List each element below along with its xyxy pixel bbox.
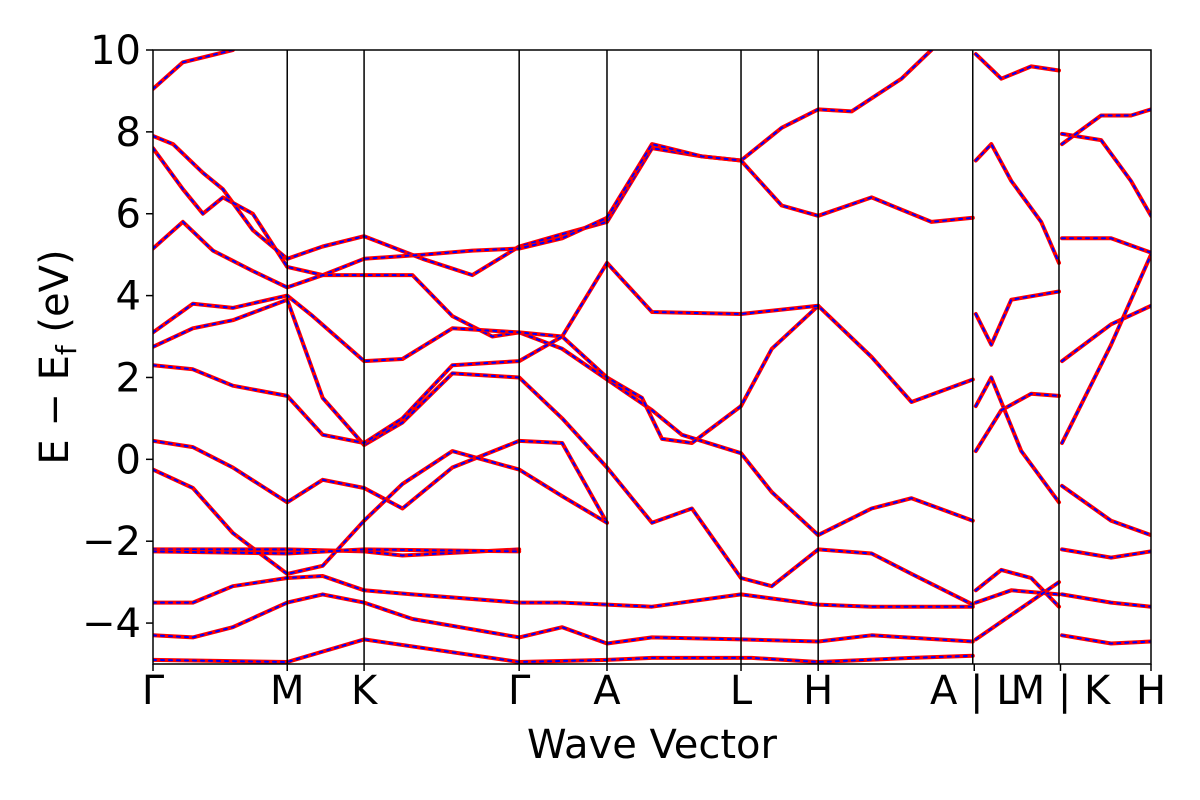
band-line-10-blue	[153, 548, 521, 555]
band-line-6-blue	[153, 261, 820, 444]
band-line-27-red	[1060, 483, 1151, 538]
x-tick-label: H	[1136, 668, 1166, 714]
band-line-28-red	[1060, 547, 1151, 560]
x-tick-label: Γ	[142, 668, 165, 714]
plot-frame	[152, 49, 1152, 665]
band-line-27-blue	[1061, 484, 1151, 537]
band-line-26-blue	[1061, 253, 1151, 444]
x-tick-label: K	[351, 668, 379, 714]
band-line-2-red	[153, 142, 975, 278]
band-line-11-blue	[153, 575, 974, 608]
y-tick-label: 2	[116, 355, 141, 401]
band-line-22-blue	[1061, 132, 1151, 217]
y-tick-label: −4	[82, 601, 141, 647]
y-tick-label: 6	[116, 192, 141, 238]
band-line-15-blue	[974, 143, 1060, 264]
band-line-23-red	[1060, 107, 1151, 147]
band-line-4-blue	[153, 294, 974, 444]
band-line-3-blue	[153, 220, 974, 537]
x-tick-label: H	[803, 668, 833, 714]
x-tick-label: A | L	[930, 668, 1019, 714]
band-line-29-red	[1060, 592, 1151, 609]
band-line-0-red	[153, 50, 235, 91]
band-line-25-blue	[1061, 304, 1151, 363]
band-line-0-blue	[153, 50, 234, 90]
y-tick-label: 10	[90, 28, 141, 74]
x-tick-label: M | K	[1011, 668, 1112, 714]
x-tick-label: Γ	[508, 668, 531, 714]
band-line-5-blue	[153, 298, 974, 606]
band-line-5-red	[153, 297, 975, 607]
y-tick-label: 0	[116, 437, 141, 483]
band-line-24-blue	[1061, 237, 1151, 254]
y-tick-label: −2	[82, 519, 141, 565]
y-axis-ticks: −4 −2 0 2 4 6 8 10	[82, 28, 153, 647]
band-line-17-blue	[974, 376, 1060, 504]
band-line-13-blue	[153, 638, 974, 663]
y-axis-label: E − Ef (eV)	[32, 249, 83, 464]
y-axis-label-unit: (eV)	[32, 249, 78, 345]
x-tick-label: L	[730, 668, 753, 714]
band-line-23-blue	[1061, 108, 1151, 146]
y-tick-label: 8	[116, 110, 141, 156]
y-axis-label-main: E − E	[32, 355, 78, 465]
x-tick-label: M	[270, 668, 305, 714]
band-line-13-red	[153, 637, 975, 664]
band-line-30-blue	[1061, 634, 1151, 645]
band-line-14-blue	[974, 53, 1060, 80]
bands-layer	[153, 50, 1151, 664]
band-line-8-red	[153, 449, 609, 576]
y-tick-label: 4	[116, 274, 141, 320]
x-axis-label: Wave Vector	[527, 722, 778, 768]
band-line-2-blue	[153, 143, 974, 277]
band-line-29-blue	[1061, 593, 1151, 608]
band-line-30-red	[1060, 633, 1151, 646]
band-line-15-red	[973, 142, 1061, 265]
y-axis-label-subscript: f	[50, 344, 83, 355]
band-line-6-red	[153, 260, 821, 445]
x-tick-label: A	[593, 668, 621, 714]
high-symmetry-lines	[286, 50, 1060, 664]
band-line-16-blue	[974, 290, 1060, 346]
band-line-3-red	[153, 219, 975, 538]
band-line-8-blue	[153, 450, 608, 575]
band-line-24-red	[1060, 236, 1151, 255]
band-line-28-blue	[1061, 548, 1151, 559]
band-line-18-blue	[974, 392, 1060, 453]
band-line-21-blue	[974, 581, 1060, 641]
